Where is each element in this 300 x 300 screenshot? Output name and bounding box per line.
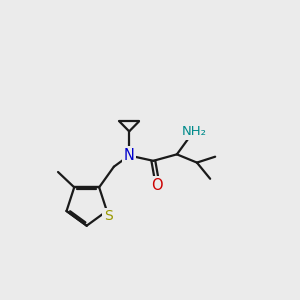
Text: N: N xyxy=(124,148,135,163)
Text: O: O xyxy=(151,178,163,193)
Text: S: S xyxy=(104,209,112,223)
Text: NH₂: NH₂ xyxy=(182,125,206,138)
